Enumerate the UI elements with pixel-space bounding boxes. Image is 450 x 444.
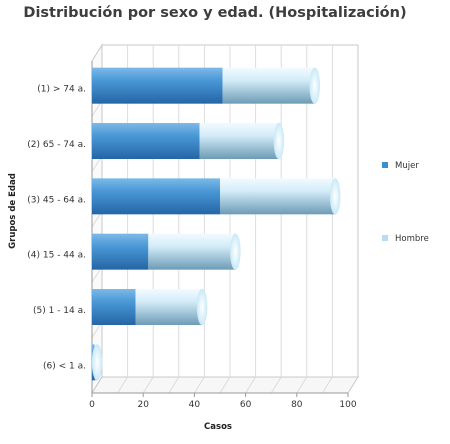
y-axis-title: Grupos de Edad bbox=[8, 173, 18, 249]
x-tick-label: 80 bbox=[291, 400, 303, 410]
y-category-label: (1) > 74 a. bbox=[37, 85, 86, 95]
y-category-label: (4) 15 - 44 a. bbox=[27, 251, 86, 261]
legend-label: Hombre bbox=[395, 234, 429, 244]
x-axis-title: Casos bbox=[204, 422, 232, 432]
bar-segment bbox=[92, 67, 223, 104]
legend: Mujer Hombre bbox=[382, 161, 429, 244]
legend-label: Mujer bbox=[395, 161, 419, 171]
bar-end-cap bbox=[273, 122, 285, 160]
x-tick-label: 60 bbox=[240, 400, 252, 410]
bar-segment bbox=[220, 178, 336, 215]
gridline-floor bbox=[168, 376, 180, 394]
gridline-floor bbox=[321, 376, 333, 394]
x-tick-label: 0 bbox=[89, 400, 95, 410]
y-category-label: (2) 65 - 74 a. bbox=[27, 140, 86, 150]
bar-end-cap bbox=[309, 67, 320, 104]
gridline-floor bbox=[219, 376, 231, 394]
x-tick-label: 20 bbox=[137, 400, 149, 410]
bar-segment bbox=[92, 289, 136, 325]
bar-segment bbox=[135, 289, 203, 325]
x-axis: 0 20 40 60 80 100 bbox=[89, 393, 357, 410]
x-tick-label: 40 bbox=[189, 400, 201, 410]
bars bbox=[91, 67, 341, 381]
gridline-floor bbox=[117, 376, 129, 394]
x-tick-label: 100 bbox=[339, 400, 356, 410]
gridline-floor bbox=[296, 376, 308, 394]
gridline-floor bbox=[270, 376, 282, 394]
bar-segment bbox=[92, 233, 149, 270]
y-category-label: (5) 1 - 14 a. bbox=[33, 306, 86, 316]
chart-title: Distribución por sexo y edad. (Hospitali… bbox=[23, 5, 407, 21]
legend-swatch bbox=[382, 162, 388, 168]
gridline-floor bbox=[245, 376, 257, 394]
bar-segment bbox=[92, 178, 220, 215]
bar-segment bbox=[199, 123, 279, 159]
bar-end-cap bbox=[329, 178, 341, 215]
bar-segment bbox=[222, 67, 315, 104]
gridline-floor bbox=[142, 376, 154, 394]
bar-segment bbox=[148, 233, 236, 270]
legend-swatch bbox=[382, 235, 388, 241]
bar-end-cap bbox=[196, 288, 208, 326]
bar-end-cap bbox=[230, 233, 241, 270]
y-category-label: (3) 45 - 64 a. bbox=[27, 195, 86, 205]
bar-segment bbox=[92, 123, 200, 159]
y-axis: (1) > 74 a. (2) 65 - 74 a. (3) 45 - 64 a. (… bbox=[27, 85, 86, 372]
y-category-label: (6) < 1 a. bbox=[43, 361, 86, 371]
bar-end-cap bbox=[91, 344, 103, 381]
gridline-floor bbox=[193, 376, 205, 394]
